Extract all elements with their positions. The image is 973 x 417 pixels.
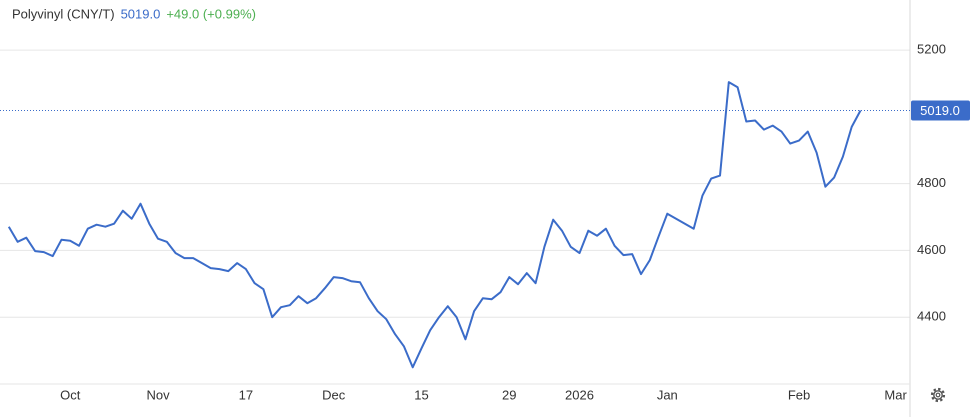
x-tick-label: Oct xyxy=(60,387,81,402)
line-series xyxy=(7,81,862,369)
grid xyxy=(0,49,910,318)
labels: 4400 4600 4800 5200 Oct Nov 17 Dec 15 29 2026 Jan Fe… xyxy=(60,42,970,402)
x-tick-label: Feb xyxy=(788,387,810,402)
x-tick-label: 17 xyxy=(239,387,253,402)
plot xyxy=(0,81,910,369)
x-tick-label: 15 xyxy=(414,387,428,402)
x-tick-label: 2026 xyxy=(565,387,594,402)
settings-icon[interactable] xyxy=(930,387,946,403)
y-tick-label: 5200 xyxy=(917,42,946,57)
y-tick-label: 4800 xyxy=(917,175,946,190)
last-price-label: 5019.0 xyxy=(920,103,960,118)
price: 5019.0 xyxy=(121,6,161,21)
x-tick-label: Dec xyxy=(322,387,346,402)
x-tick-label: Jan xyxy=(657,387,678,402)
x-tick-label: Nov xyxy=(146,387,170,402)
x-tick-label: 29 xyxy=(502,387,516,402)
last-price-box xyxy=(911,100,970,121)
change: +49.0 (+0.99%) xyxy=(166,6,256,21)
y-tick-label: 4600 xyxy=(917,242,946,257)
x-tick-label: Mar xyxy=(884,387,907,402)
y-tick-label: 4400 xyxy=(917,309,946,324)
chart-title: Polyvinyl (CNY/T) xyxy=(12,6,115,21)
